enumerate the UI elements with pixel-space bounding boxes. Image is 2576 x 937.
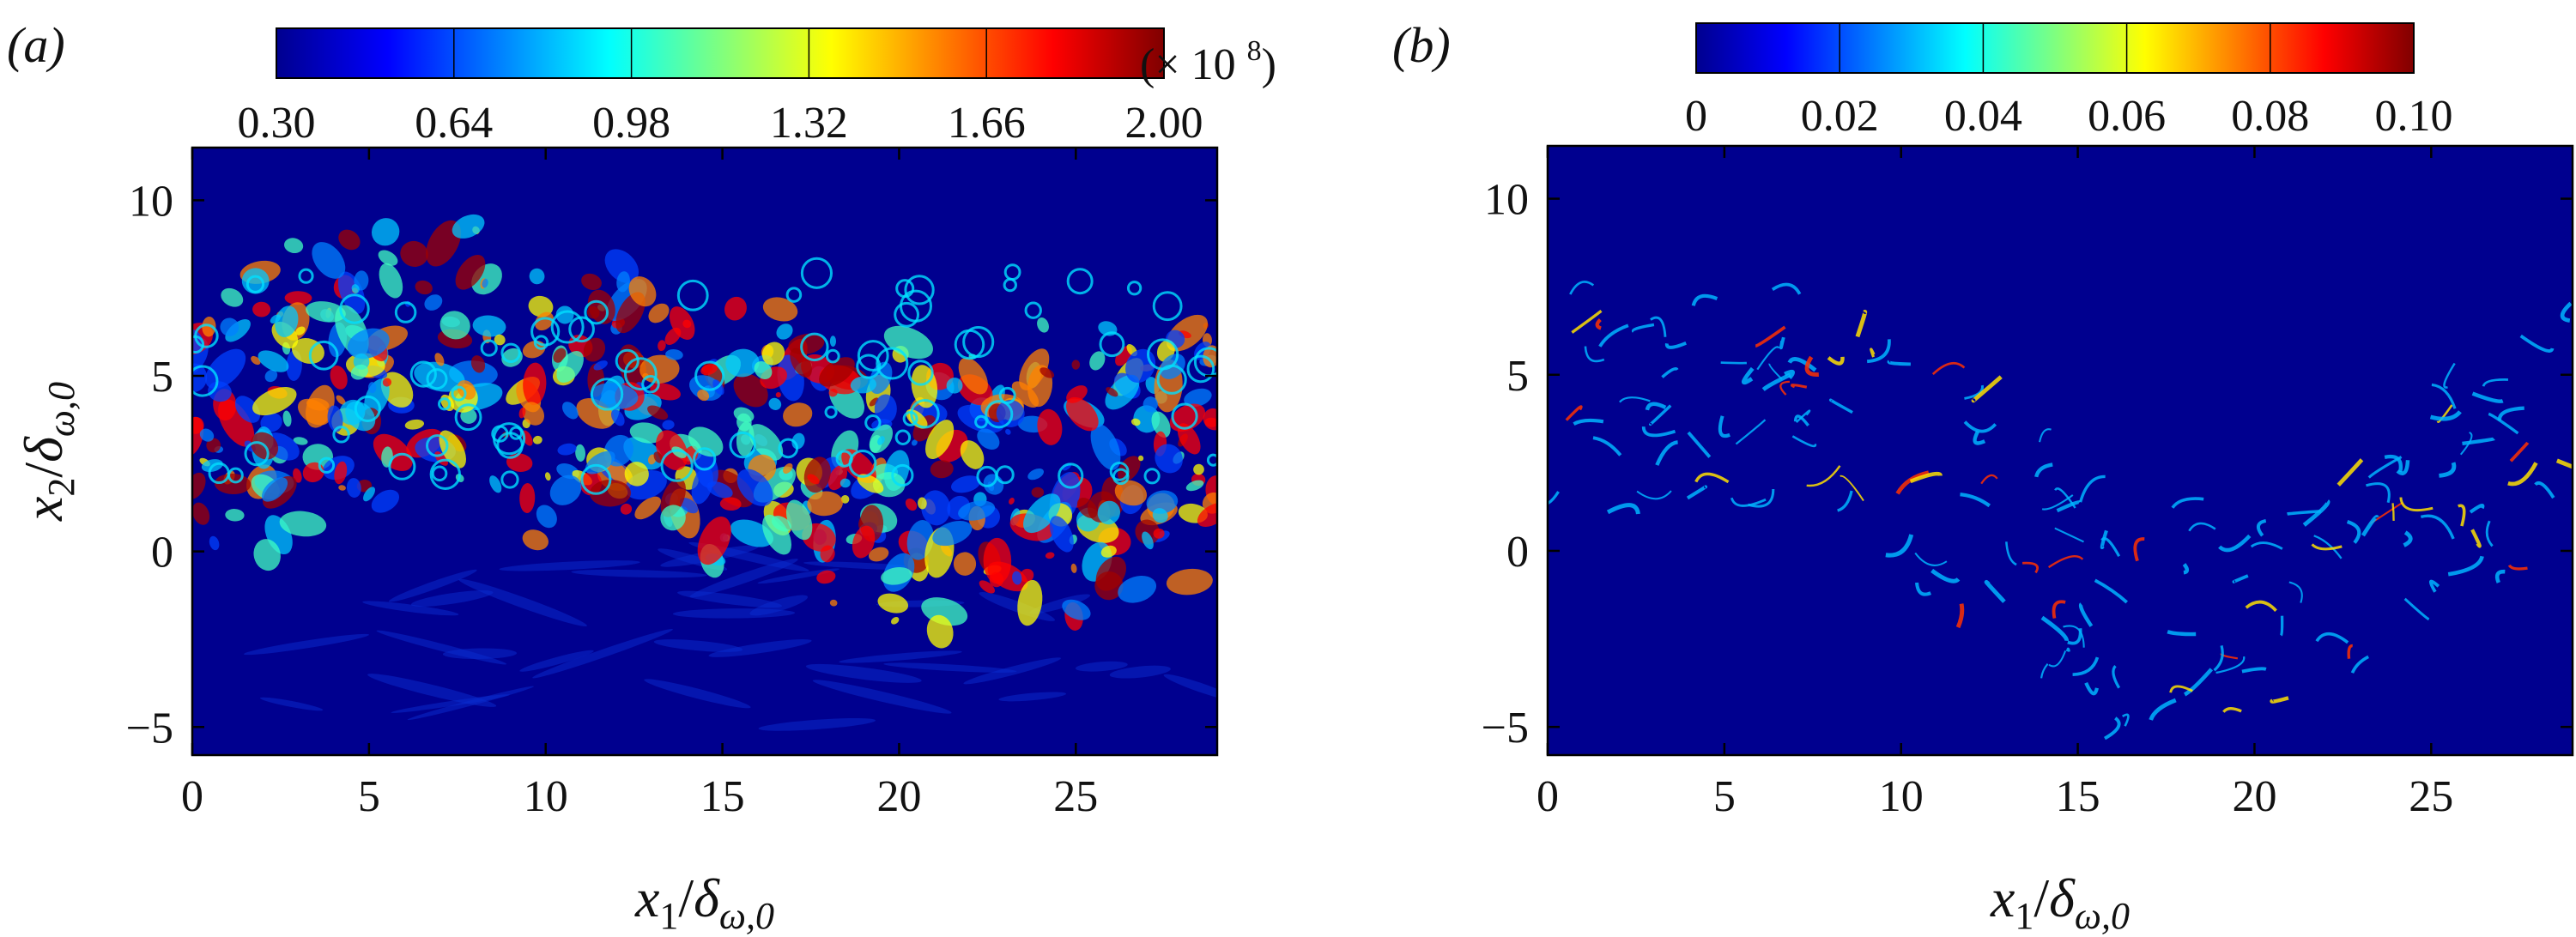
colorbar-b-tick-label: 0: [1685, 92, 1707, 141]
panel-b: (b) 0 0.02 0.04 0.06 0.08 0.10 0 5 10 15 20 25−505…: [1392, 17, 2574, 937]
colorbar-a-tick-label: 2.00: [1125, 99, 1203, 148]
x-axis-label-b: x1/δω,0: [1990, 867, 2130, 937]
colorbar-b-tick-label: 0.04: [1944, 92, 2022, 141]
heatmap-b-field: [1548, 281, 2573, 741]
colorbar-a-ticks: 0.30 0.64 0.98 1.32 1.66 2.00: [238, 28, 1203, 148]
panel-a-label: (a): [7, 17, 65, 73]
x-tick-label-b: 15: [2056, 772, 2100, 821]
colorbar-a: 0.30 0.64 0.98 1.32 1.66 2.00 (× 10 8): [238, 27, 1276, 148]
colorbar-a-tick-label: 1.32: [770, 99, 848, 148]
colorbar-a-tick-label: 0.64: [415, 99, 493, 148]
x-tick-label-b: 25: [2409, 772, 2453, 821]
x-tick-label-a: 25: [1053, 772, 1098, 821]
colorbar-a-tick-label: 1.66: [948, 99, 1026, 148]
panel-b-label: (b): [1392, 17, 1451, 73]
heatmap-b-background: [1548, 146, 2573, 755]
colorbar-a-tick-label: 0.30: [238, 99, 316, 148]
x-axis-label-a: x1/δω,0: [634, 867, 774, 937]
y-tick-label-a: 0: [151, 529, 173, 577]
colorbar-b-tick-label: 0.02: [1801, 92, 1879, 141]
colorbar-b-bar: [1695, 22, 2415, 74]
colorbar-b-tick-label: 0.08: [2231, 92, 2309, 141]
x-tick-label-b: 10: [1879, 772, 1924, 821]
panel-a: (a) 0.30 0.64 0.98 1.32 1.66 2.00 (× 10 8) 0 5…: [7, 17, 1276, 937]
x-tick-label-a: 5: [358, 772, 380, 821]
colorbar-a-tick-label: 0.98: [592, 99, 670, 148]
x-tick-label-b: 0: [1537, 772, 1559, 821]
plot-frame-a: [191, 146, 1219, 757]
x-tick-label-a: 15: [700, 772, 745, 821]
y-tick-label-a: −5: [126, 704, 173, 753]
colorbar-b-tick-label: 0.10: [2375, 92, 2453, 141]
colorbar-a-multiplier: (× 10 8): [1140, 35, 1276, 89]
plot-frame-b: [1546, 144, 2574, 757]
y-tick-label-b: 10: [1484, 176, 1529, 225]
heatmap-a-field: [192, 214, 1217, 731]
colorbar-b-ticks: 0 0.02 0.04 0.06 0.08 0.10: [1685, 23, 2453, 141]
y-axis-label-a: x2/δω,0: [13, 382, 82, 522]
x-tick-label-a: 0: [181, 772, 203, 821]
x-tick-label-b: 5: [1713, 772, 1736, 821]
x-tick-label-a: 20: [876, 772, 921, 821]
colorbar-b-tick-label: 0.06: [2088, 92, 2166, 141]
y-tick-label-a: 10: [129, 177, 173, 226]
x-tick-label-b: 20: [2232, 772, 2276, 821]
y-tick-label-a: 5: [151, 353, 173, 402]
y-tick-label-b: 0: [1506, 528, 1529, 577]
y-tick-label-b: −5: [1482, 704, 1529, 753]
colorbar-b: 0 0.02 0.04 0.06 0.08 0.10: [1685, 22, 2453, 141]
y-tick-label-b: 5: [1506, 352, 1529, 401]
colorbar-a-bar: [276, 27, 1165, 79]
x-tick-label-a: 10: [524, 772, 568, 821]
